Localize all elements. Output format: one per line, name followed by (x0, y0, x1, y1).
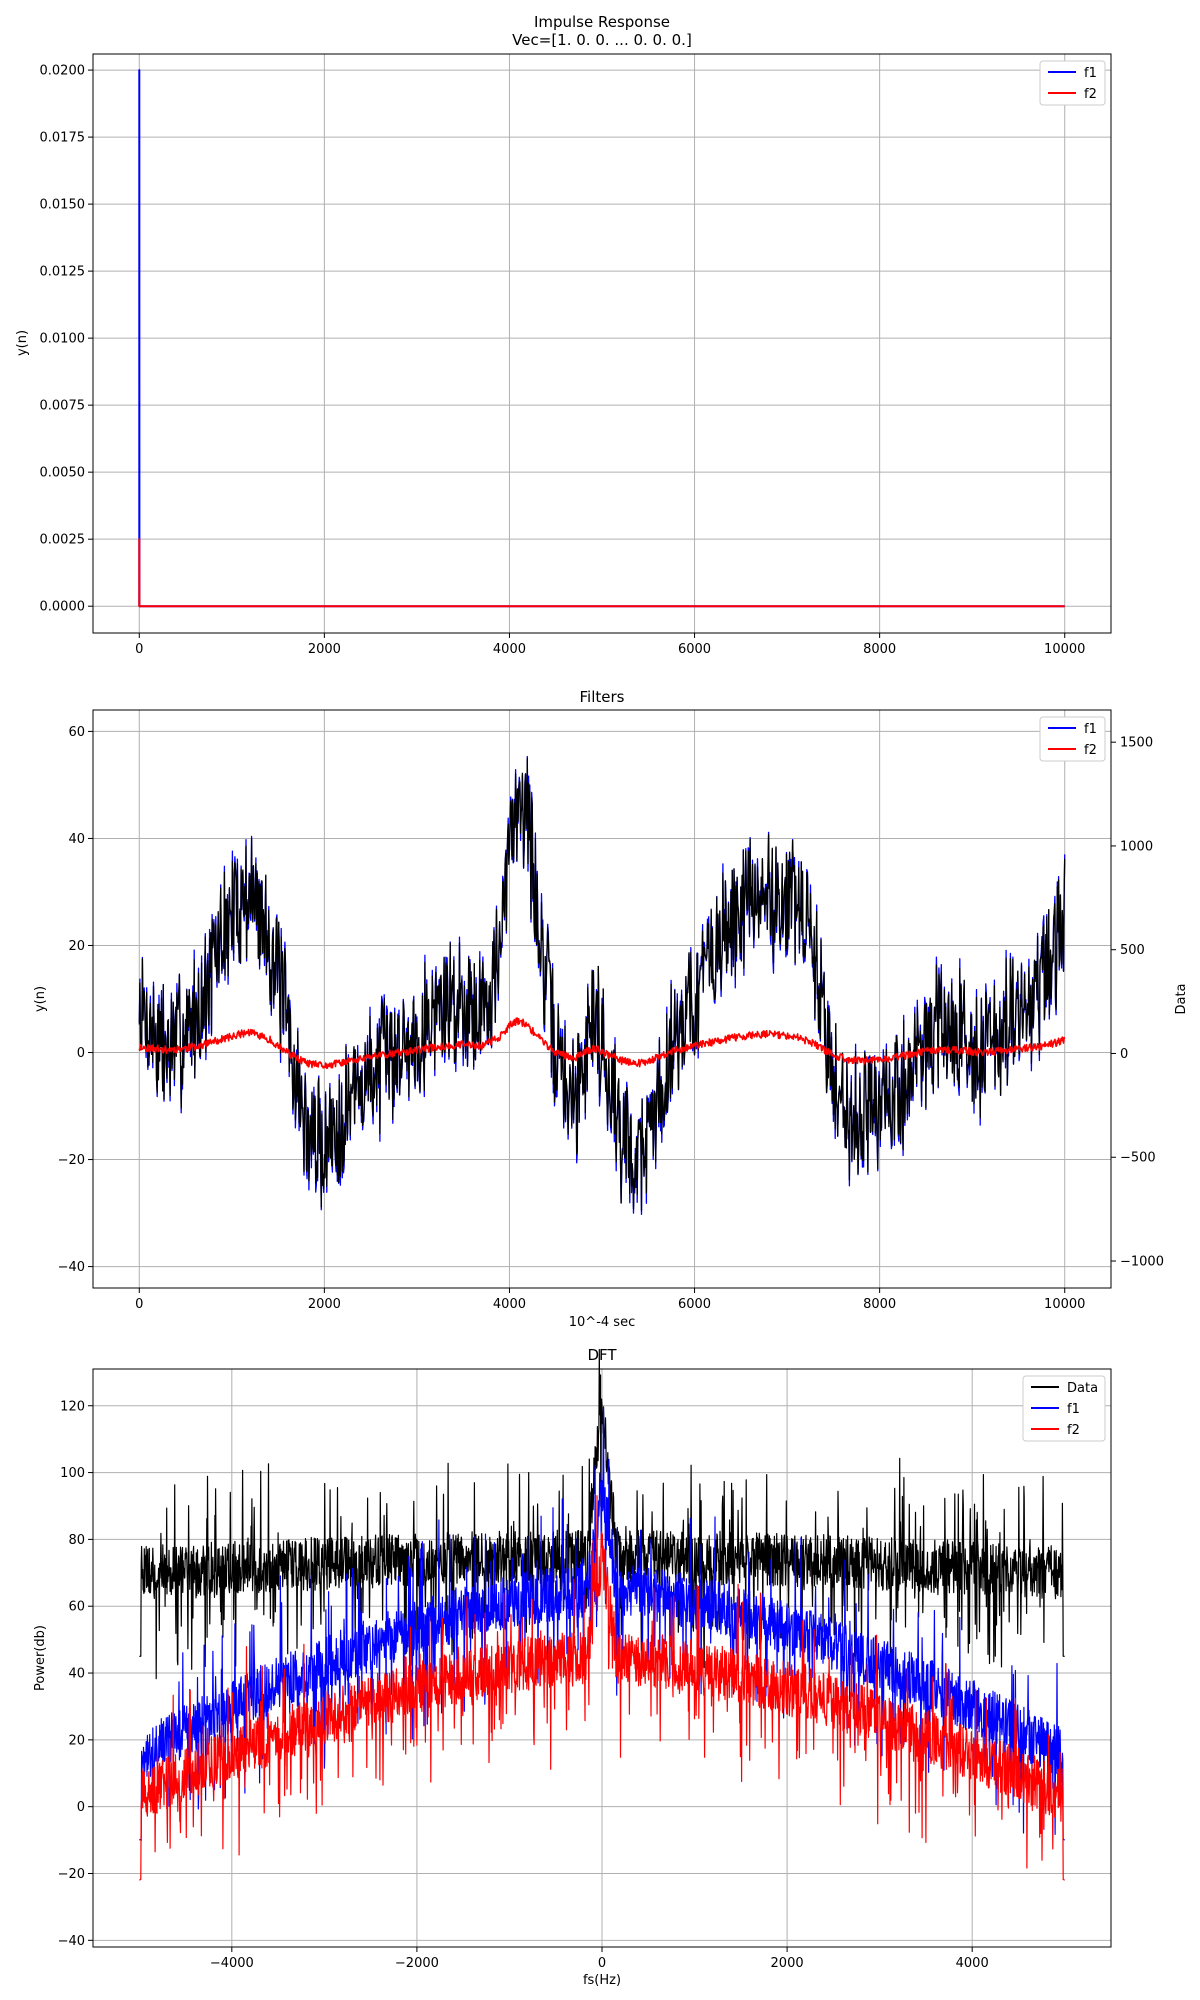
x-tick-label: 4000 (493, 642, 526, 657)
series-f2-line (139, 1495, 1065, 1881)
y-tick-label: 0 (77, 1046, 85, 1061)
y-tick-label: 100 (60, 1466, 85, 1481)
dft-title: DFT (587, 1346, 617, 1364)
x-tick-label: 2000 (771, 1956, 804, 1971)
y-tick-label: −40 (58, 1260, 85, 1275)
x-tick-label: 0 (135, 642, 143, 657)
legend-f1-label: f1 (1067, 1402, 1080, 1417)
y-tick-label: 0.0075 (40, 399, 86, 414)
dft-legend: Data f1 f2 (1022, 1375, 1106, 1442)
filters-y-ticks: −40 −20 0 20 40 60 (58, 725, 93, 1275)
y-tick-label: 0.0150 (40, 198, 86, 213)
y-tick-label: 0.0000 (40, 600, 86, 615)
dft-panel: DFT −4000 −2000 0 2000 4000 −40 −20 0 20 40 60 80 1… (33, 1346, 1112, 1988)
y-tick-label: −40 (58, 1934, 85, 1949)
y-tick-label: 0.0050 (40, 466, 86, 481)
x-tick-label: 8000 (863, 1297, 896, 1312)
y-tick-label: 20 (68, 939, 85, 954)
x-tick-label: 4000 (956, 1956, 989, 1971)
filters-legend: f1 f2 (1039, 716, 1106, 762)
x-tick-label: 0 (598, 1956, 606, 1971)
impulse-response-legend: f1 f2 (1039, 60, 1106, 106)
series-data-line (139, 1348, 1065, 1680)
y-tick-label: 20 (68, 1733, 85, 1748)
x-tick-label: 2000 (308, 642, 341, 657)
x-tick-label: 10000 (1044, 1297, 1085, 1312)
y-tick-label: 0.0100 (40, 332, 86, 347)
impulse-response-subtitle: Vec=[1. 0. 0. ... 0. 0. 0.] (512, 31, 692, 49)
impulse-response-lines (138, 69, 1065, 608)
right-y-tick-label: 1000 (1120, 839, 1153, 854)
y-tick-label: −20 (58, 1867, 85, 1882)
x-tick-label: 10000 (1044, 642, 1085, 657)
right-y-tick-label: −1000 (1120, 1255, 1164, 1270)
right-y-tick-label: −500 (1120, 1151, 1156, 1166)
filters-lines (138, 755, 1066, 1216)
dft-x-label: fs(Hz) (583, 1973, 621, 1988)
y-tick-label: −20 (58, 1153, 85, 1168)
x-tick-label: −4000 (210, 1956, 254, 1971)
filters-title: Filters (580, 688, 625, 706)
dft-lines (139, 1348, 1065, 1881)
right-y-tick-label: 1500 (1120, 736, 1153, 751)
filters-y-label: y(n) (33, 986, 48, 1012)
series-f2-line (138, 1017, 1066, 1069)
impulse-response-y-ticks: 0.0000 0.0025 0.0050 0.0075 0.0100 0.0125 0.01… (40, 64, 93, 615)
impulse-response-frame (92, 53, 1112, 634)
x-tick-label: 6000 (678, 642, 711, 657)
right-y-tick-label: 500 (1120, 943, 1145, 958)
dft-y-label: Power(db) (33, 1625, 48, 1691)
y-tick-label: 0.0025 (40, 533, 86, 548)
right-y-tick-label: 0 (1120, 1047, 1128, 1062)
impulse-response-panel: Impulse Response Vec=[1. 0. 0. ... 0. 0.… (15, 13, 1112, 657)
series-f1-line (139, 1406, 1065, 1842)
impulse-response-title: Impulse Response (534, 13, 670, 31)
x-tick-label: 4000 (493, 1297, 526, 1312)
y-tick-label: 120 (60, 1399, 85, 1414)
x-tick-label: 6000 (678, 1297, 711, 1312)
y-tick-label: 40 (68, 832, 85, 847)
x-tick-label: 0 (135, 1297, 143, 1312)
y-tick-label: 0.0200 (40, 64, 86, 79)
impulse-response-x-ticks: 0 2000 4000 6000 8000 10000 (135, 633, 1085, 657)
legend-data-label: Data (1067, 1381, 1098, 1396)
x-tick-label: 2000 (308, 1297, 341, 1312)
y-tick-label: 0.0175 (40, 131, 86, 146)
y-tick-label: 60 (68, 725, 85, 740)
legend-f2-label: f2 (1084, 87, 1097, 102)
filters-panel: Filters 0 2000 4000 6000 8000 10000 −40−20020… (33, 688, 1189, 1330)
y-tick-label: 40 (68, 1667, 85, 1682)
y-tick-label: 80 (68, 1533, 85, 1548)
legend-f2-label: f2 (1084, 743, 1097, 758)
y-tick-label: 0.0125 (40, 265, 86, 280)
series-f2-line (138, 538, 1065, 608)
legend-f2-label: f2 (1067, 1423, 1080, 1438)
x-tick-label: 8000 (863, 642, 896, 657)
y-tick-label: 0 (77, 1800, 85, 1815)
filters-x-ticks: 0 2000 4000 6000 8000 10000 (135, 1288, 1085, 1312)
dft-y-ticks: −40 −20 0 20 40 60 80 100 120 (58, 1399, 93, 1949)
impulse-response-y-label: y(n) (15, 330, 30, 356)
filters-right-y-ticks: −1000 −500 0 500 1000 1500 (1111, 736, 1164, 1270)
filters-x-label: 10^-4 sec (569, 1315, 635, 1330)
filters-frame (92, 709, 1112, 1289)
legend-f1-label: f1 (1084, 722, 1097, 737)
filters-right-y-label: Data (1174, 983, 1189, 1014)
y-tick-label: 60 (68, 1600, 85, 1615)
x-tick-label: −2000 (395, 1956, 439, 1971)
dft-x-ticks: −4000 −2000 0 2000 4000 (210, 1947, 989, 1971)
legend-f1-label: f1 (1084, 66, 1097, 81)
